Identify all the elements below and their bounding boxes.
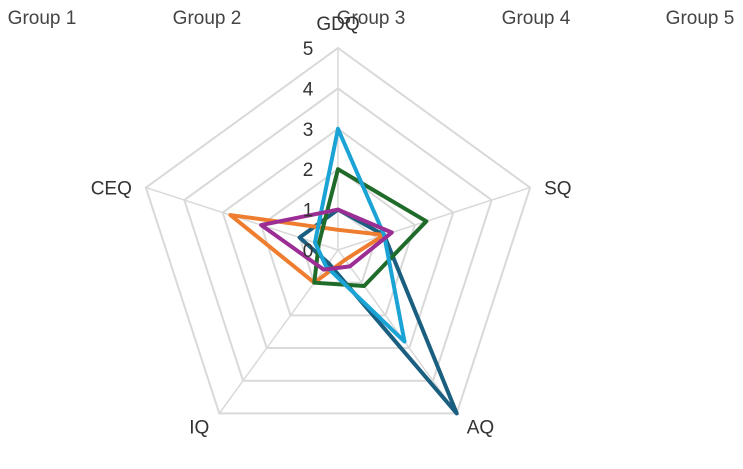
legend-entry-group-1: Group 1 — [8, 8, 77, 29]
legend-entry-group-5: Group 5 — [666, 8, 735, 29]
axis-spoke — [218, 249, 339, 414]
series-line-group-1 — [297, 207, 459, 416]
tick-label: 5 — [303, 39, 314, 60]
axis-spoke — [337, 186, 531, 251]
grid-ring — [144, 46, 532, 415]
axis-label-iq: IQ — [189, 417, 209, 438]
grid-ring — [221, 127, 455, 350]
axis-labels: GDQ SQ AQ IQ CEQ — [91, 14, 572, 438]
series-line-group-5 — [259, 207, 394, 272]
series-lines — [228, 126, 459, 416]
axis-spoke — [337, 249, 458, 414]
tick-label: 4 — [303, 79, 314, 100]
radial-tick-labels: 0 1 2 3 4 5 — [303, 39, 314, 262]
axis-label-gdq: GDQ — [316, 14, 359, 35]
axis-label-ceq: CEQ — [91, 179, 132, 200]
legend-entry-group-4: Group 4 — [502, 8, 571, 29]
tick-label: 0 — [303, 241, 314, 262]
axis-spoke — [145, 186, 339, 251]
legend-entry-group-2: Group 2 — [173, 8, 242, 29]
radar-grid — [144, 46, 532, 415]
axis-label-aq: AQ — [467, 417, 494, 438]
legend-entry-group-3: Group 3 — [337, 8, 406, 29]
tick-label: 1 — [303, 201, 314, 222]
legend: Group 1 Group 2 Group 3 Group 4 Group 5 — [8, 8, 735, 29]
tick-label: 3 — [303, 120, 314, 141]
series-line-group-3 — [312, 167, 429, 288]
grid-ring — [259, 167, 417, 317]
tick-label: 2 — [303, 160, 314, 181]
axis-label-sq: SQ — [544, 179, 571, 200]
series-line-group-4 — [312, 126, 407, 344]
grid-ring — [183, 87, 493, 382]
